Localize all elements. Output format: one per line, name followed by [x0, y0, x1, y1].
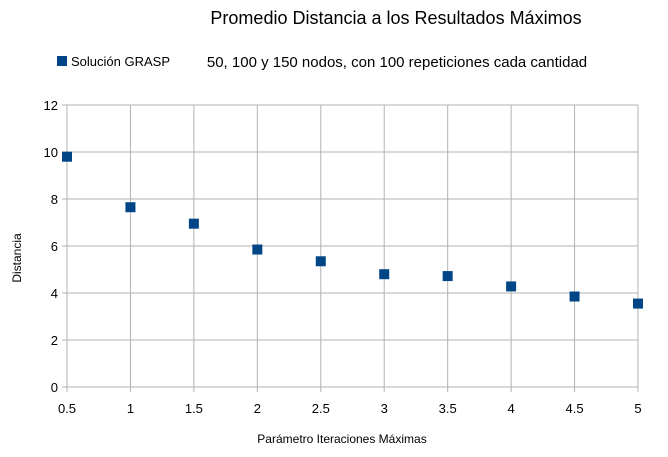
x-tick-label: 2 [254, 401, 261, 416]
x-tick-label: 4 [507, 401, 514, 416]
x-tick-label: 0.5 [58, 401, 76, 416]
x-tick-label: 4.5 [566, 401, 584, 416]
x-axis-label: Parámetro Iteraciones Máximas [257, 432, 426, 446]
data-point [125, 202, 136, 213]
y-tick-label: 0 [51, 380, 58, 395]
legend-marker [57, 56, 67, 66]
y-tick-label: 8 [51, 192, 58, 207]
axes [62, 104, 639, 392]
data-point [569, 291, 580, 302]
y-tick-label: 12 [44, 98, 58, 113]
x-tick-labels: 0.5 1 1.5 2 2.5 3 3.5 4 4.5 5 [58, 401, 642, 416]
chart-title: Promedio Distancia a los Resultados Máxi… [210, 8, 581, 28]
data-point [62, 151, 72, 162]
legend: Solución GRASP [57, 54, 170, 69]
y-tick-label: 4 [51, 286, 58, 301]
y-tick-labels: 0 2 4 6 8 10 12 [44, 98, 58, 395]
y-tick-label: 2 [51, 333, 58, 348]
data-point [188, 218, 199, 229]
data-point [442, 271, 453, 282]
x-tick-label: 1.5 [185, 401, 203, 416]
data-point [315, 256, 326, 267]
data-point [633, 298, 643, 309]
chart-subtitle: 50, 100 y 150 nodos, con 100 repeticione… [207, 54, 587, 71]
y-tick-label: 10 [44, 145, 58, 160]
x-tick-label: 2.5 [312, 401, 330, 416]
data-point [506, 281, 517, 292]
y-axis-label: Distancia [10, 233, 24, 283]
data-points [62, 151, 643, 309]
grid [67, 104, 639, 387]
x-tick-label: 5 [634, 401, 641, 416]
x-tick-label: 3.5 [439, 401, 457, 416]
y-tick-label: 6 [51, 239, 58, 254]
x-tick-label: 3 [381, 401, 388, 416]
data-point [379, 269, 390, 280]
legend-label: Solución GRASP [71, 54, 170, 69]
data-point [252, 244, 263, 255]
x-tick-label: 1 [127, 401, 134, 416]
